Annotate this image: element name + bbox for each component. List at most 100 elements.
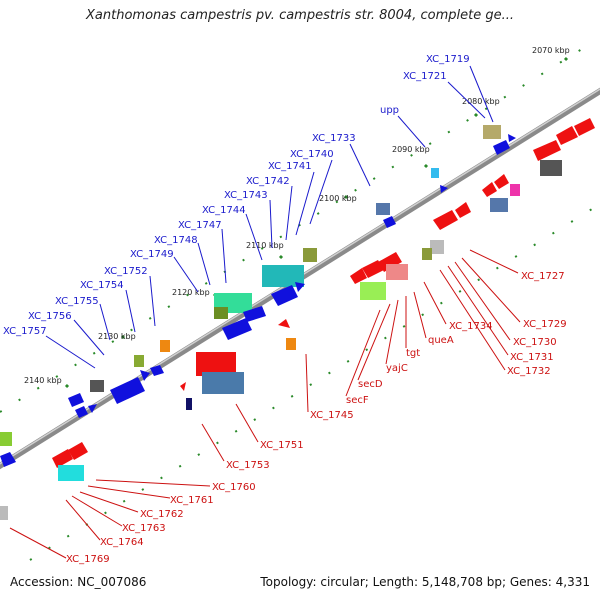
gene-arrow xyxy=(574,118,595,136)
gene-block xyxy=(490,198,508,212)
gene-block xyxy=(0,432,12,446)
gene-block xyxy=(540,160,562,176)
gene-block xyxy=(376,203,390,215)
gene-block xyxy=(510,184,520,196)
gene-label: XC_1743 xyxy=(224,190,268,201)
gene-label: queA xyxy=(428,335,454,346)
gene-label: XC_1744 xyxy=(202,205,246,216)
gene-block xyxy=(303,248,317,262)
gene-arrow xyxy=(455,202,471,218)
gene-arrow xyxy=(378,252,402,272)
gene-arrow xyxy=(243,306,266,322)
gene-arrow xyxy=(440,185,448,193)
genome-summary-text: Topology: circular; Length: 5,148,708 bp… xyxy=(260,575,590,589)
scale-label: 2110 kbp xyxy=(246,241,284,250)
scale-label: 2080 kbp xyxy=(462,97,500,106)
gene-block xyxy=(202,372,244,394)
gene-label: XC_1745 xyxy=(310,410,354,421)
gene-arrow xyxy=(494,174,509,189)
scale-label: 2090 kbp xyxy=(392,145,430,154)
gene-arrow xyxy=(222,318,252,340)
gene-arrow xyxy=(0,452,16,467)
map-title: Xanthomonas campestris pv. campestris st… xyxy=(86,8,514,23)
gene-label: XC_1747 xyxy=(178,220,222,231)
gene-block xyxy=(0,506,8,520)
gene-arrow xyxy=(110,377,145,404)
gene-label: secD xyxy=(358,379,383,390)
gene-label: XC_1749 xyxy=(130,249,174,260)
gene-arrow xyxy=(52,449,73,468)
gene-arrow xyxy=(482,182,497,197)
gene-label: XC_1748 xyxy=(154,235,198,246)
gene-label: XC_1740 xyxy=(290,149,334,160)
upper-leaders xyxy=(45,65,494,369)
gene-arrow xyxy=(493,140,510,155)
gene-arrow xyxy=(68,393,84,407)
lower-labels: XC_1727 XC_1729 XC_1730 XC_1731 XC_1732 … xyxy=(66,271,567,565)
gene-label: XC_1727 xyxy=(521,271,565,282)
gene-block xyxy=(186,398,192,410)
gene-label: XC_1733 xyxy=(312,133,356,144)
gene-arrow xyxy=(362,260,384,278)
scale-label: 2130 kbp xyxy=(98,332,136,341)
gene-label: XC_1755 xyxy=(55,296,99,307)
gene-label: XC_1741 xyxy=(268,161,312,172)
accession-text: Accession: NC_007086 xyxy=(10,575,147,589)
upper-track xyxy=(0,43,591,413)
gene-block xyxy=(160,340,170,352)
gene-arrow xyxy=(556,126,578,145)
gene-label: XC_1734 xyxy=(449,321,493,332)
gene-label: XC_1732 xyxy=(507,366,551,377)
gene-block xyxy=(483,125,501,139)
gene-label: XC_1751 xyxy=(260,440,304,451)
gene-label: tgt xyxy=(406,348,420,359)
gene-label: XC_1729 xyxy=(523,319,567,330)
gene-label: XC_1752 xyxy=(104,266,148,277)
gene-arrow xyxy=(271,285,298,306)
scale-labels: 2070 kbp 2080 kbp 2090 kbp 2100 kbp 2110… xyxy=(24,46,570,385)
gene-arrow xyxy=(140,370,150,381)
gene-block xyxy=(431,168,439,178)
gene-block xyxy=(262,265,304,287)
gene-label: XC_1756 xyxy=(28,311,72,322)
scale-label: 2100 kbp xyxy=(319,194,357,203)
gene-block xyxy=(214,307,228,319)
gene-arrow xyxy=(278,319,290,328)
gene-label: XC_1763 xyxy=(122,523,166,534)
gene-block xyxy=(386,264,408,280)
scale-label: 2070 kbp xyxy=(532,46,570,55)
gene-block xyxy=(134,355,144,367)
gene-label: XC_1742 xyxy=(246,176,290,187)
major-ticks xyxy=(64,56,569,389)
reverse-genes xyxy=(0,118,595,520)
gene-label: XC_1719 xyxy=(426,54,470,65)
gene-arrow xyxy=(508,134,516,142)
gene-label: XC_1757 xyxy=(3,326,47,337)
gene-arrow xyxy=(180,382,186,391)
gene-arrow xyxy=(150,365,164,376)
gene-label: XC_1721 xyxy=(403,71,447,82)
lower-leaders xyxy=(9,249,521,559)
gene-label: XC_1764 xyxy=(100,537,144,548)
scale-label: 2120 kbp xyxy=(172,288,210,297)
gene-arrow xyxy=(295,282,305,292)
gene-block xyxy=(58,465,84,481)
gene-label: XC_1730 xyxy=(513,337,557,348)
upper-labels: XC_1719 XC_1721 upp XC_1733 XC_1740 XC_1… xyxy=(3,54,470,337)
gene-arrow xyxy=(433,210,458,230)
gene-arrow xyxy=(383,216,396,228)
gene-label: XC_1753 xyxy=(226,460,270,471)
gene-arrow xyxy=(75,406,88,418)
gene-label: XC_1731 xyxy=(510,352,554,363)
gene-arrow xyxy=(68,442,88,460)
gene-label: XC_1761 xyxy=(170,495,214,506)
gene-label: XC_1762 xyxy=(140,509,184,520)
gene-arrow xyxy=(350,268,367,284)
gene-label: XC_1754 xyxy=(80,280,124,291)
forward-genes xyxy=(0,125,516,467)
gene-label: upp xyxy=(380,105,399,116)
gene-label: yajC xyxy=(386,363,408,374)
gene-block xyxy=(90,380,104,392)
gene-arrow xyxy=(533,140,561,161)
